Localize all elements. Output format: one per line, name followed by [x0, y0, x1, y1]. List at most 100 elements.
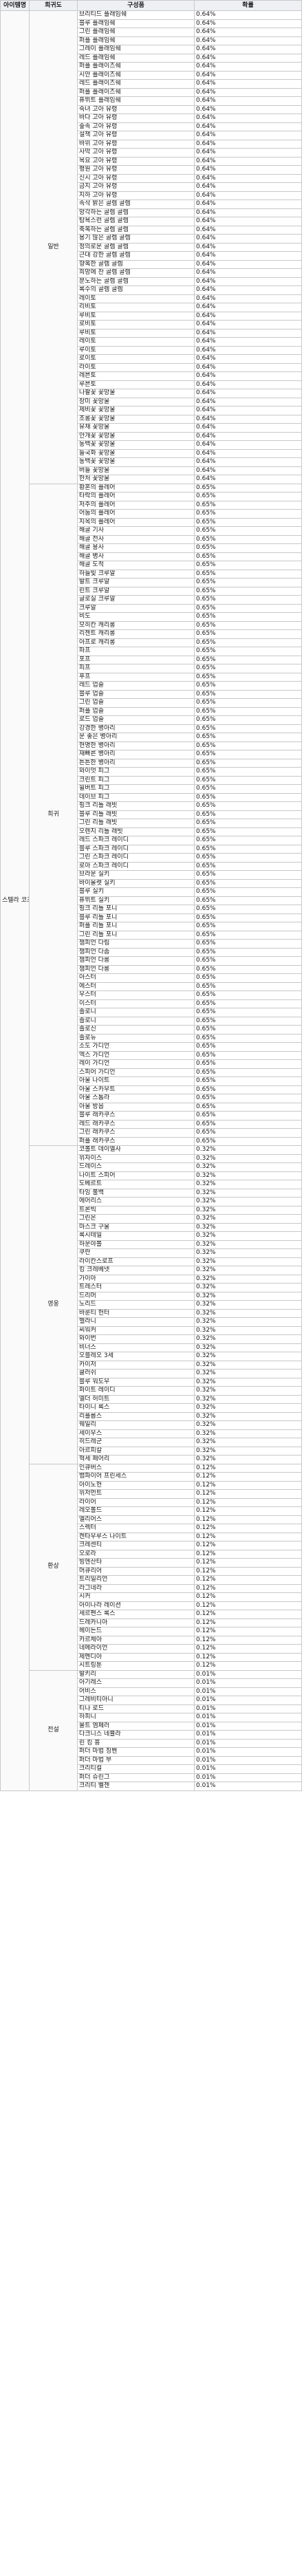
component-name-cell: 퍼플 플래이즈쉐 — [77, 87, 195, 97]
component-name-cell: 레드 플래이즈쉐 — [77, 79, 195, 89]
component-name-cell: 블루 스파크 레이디 — [77, 844, 195, 854]
table-row: 숙녀 고아 유령 0.64% — [1, 105, 302, 114]
table-row: 퍼플 플래이즈쉐 0.64% — [1, 87, 302, 97]
table-row: 재빠른 병아리 0.65% — [1, 750, 302, 759]
probability-cell: 0.32% — [194, 1317, 302, 1327]
component-name-cell: 제멘디아 — [77, 1652, 195, 1662]
component-name-cell: 라이어 — [77, 1497, 195, 1507]
probability-cell: 0.64% — [194, 311, 302, 321]
component-name-cell: 인큐버스 — [77, 1463, 195, 1473]
table-row: 라이어 0.12% — [1, 1497, 302, 1507]
probability-cell: 0.12% — [194, 1635, 302, 1645]
component-name-cell: 들국화 꽃망울 — [77, 448, 195, 458]
component-name-cell: 푸프 — [77, 672, 195, 682]
component-name-cell: 숙녀 고아 유령 — [77, 105, 195, 114]
probability-cell: 0.65% — [194, 603, 302, 613]
component-name-cell: 레드 플래임쉐 — [77, 53, 195, 63]
probability-cell: 0.01% — [194, 1687, 302, 1696]
probability-cell: 0.64% — [194, 371, 302, 381]
probability-cell: 0.65% — [194, 1085, 302, 1094]
table-row: 빙엔산타 0.12% — [1, 1558, 302, 1568]
probability-cell: 0.12% — [194, 1532, 302, 1541]
component-name-cell: 챔피언 다솜 — [77, 947, 195, 957]
table-row: 록수의 골렘 골렘 0.64% — [1, 285, 302, 295]
probability-cell: 0.12% — [194, 1566, 302, 1576]
table-row: 레오볼드 0.12% — [1, 1506, 302, 1516]
probability-cell: 0.65% — [194, 681, 302, 691]
component-name-cell: 퍼플 플래임쉐 — [77, 36, 195, 45]
table-row: 동백꽃 꽃망울 0.64% — [1, 457, 302, 467]
probability-cell: 0.64% — [194, 165, 302, 175]
table-row: 그린온 0.32% — [1, 1214, 302, 1224]
probability-cell: 0.64% — [194, 87, 302, 97]
probability-cell: 0.65% — [194, 836, 302, 845]
probability-cell: 0.64% — [194, 259, 302, 269]
probability-cell: 0.65% — [194, 767, 302, 777]
table-row: 쿠란 0.32% — [1, 1248, 302, 1258]
component-name-cell: 퍼더 마법 징벤 — [77, 1747, 195, 1757]
component-name-cell: 한처 꽃망울 — [77, 475, 195, 484]
probability-cell: 0.65% — [194, 956, 302, 966]
table-row: 스피어 가디언 0.65% — [1, 1068, 302, 1077]
component-name-cell: 조롱꽃 꽃망울 — [77, 414, 195, 424]
component-name-cell: 카르체아 — [77, 1635, 195, 1645]
component-name-cell: 향복한 골렘 골렘 — [77, 259, 195, 269]
component-name-cell: 졸로니 — [77, 1016, 195, 1026]
component-name-cell: 엑스 가디언 — [77, 1050, 195, 1060]
probability-cell: 0.65% — [194, 629, 302, 639]
table-row: 위저먼트 0.12% — [1, 1489, 302, 1499]
component-name-cell: 속삭 밝은 골렘 골렘 — [77, 199, 195, 209]
table-row: 아울 나이트 0.65% — [1, 1076, 302, 1086]
probability-cell: 0.32% — [194, 1248, 302, 1258]
probability-cell: 0.12% — [194, 1661, 302, 1671]
component-name-cell: 드레카니아 — [77, 1618, 195, 1627]
component-name-cell: 오로라 — [77, 1549, 195, 1559]
component-name-cell: 브라운 실키 — [77, 870, 195, 880]
component-name-cell: 세이우스 — [77, 1429, 195, 1438]
probability-cell: 0.64% — [194, 345, 302, 355]
probability-cell: 0.32% — [194, 1343, 302, 1352]
grade-cell: 전설 — [29, 1669, 78, 1791]
component-name-cell: 유채 꽃망울 — [77, 423, 195, 433]
component-name-cell: 퓨뮈트 실키 — [77, 896, 195, 905]
probability-cell: 0.65% — [194, 612, 302, 622]
component-name-cell: 나팔꽃 꽃망울 — [77, 389, 195, 398]
component-name-cell: 크루알 — [77, 603, 195, 613]
component-name-cell: 근대 강한 골렘 골렘 — [77, 251, 195, 261]
table-row: 히드레군 0.32% — [1, 1438, 302, 1447]
component-name-cell: 도베르트 — [77, 1180, 195, 1189]
table-row: 바위 고아 유령 0.64% — [1, 139, 302, 149]
component-name-cell: 네메라이언 — [77, 1644, 195, 1654]
probability-cell: 0.12% — [194, 1549, 302, 1559]
component-name-cell: 졸로신 — [77, 1025, 195, 1035]
table-row: 피프 0.65% — [1, 664, 302, 673]
probability-cell: 0.32% — [194, 1352, 302, 1361]
component-name-cell: 숲속 고아 유령 — [77, 122, 195, 131]
probability-cell: 0.65% — [194, 1008, 302, 1017]
table-row: 레드 스파크 레이디 0.65% — [1, 836, 302, 845]
component-name-cell: 하운야볼 — [77, 1240, 195, 1249]
component-name-cell: 졸로뉴 — [77, 1033, 195, 1043]
probability-cell: 0.32% — [194, 1325, 302, 1335]
table-row: 블루 워도우 0.32% — [1, 1377, 302, 1387]
table-row: 제멘디아 0.12% — [1, 1652, 302, 1662]
component-name-cell: 블루 래카쿠스 — [77, 1111, 195, 1121]
component-name-cell: 시트링툰 — [77, 1661, 195, 1671]
probability-cell: 0.64% — [194, 354, 302, 364]
table-row: 어둠의 플레어 0.65% — [1, 509, 302, 519]
probability-cell: 0.64% — [194, 414, 302, 424]
probability-cell: 0.64% — [194, 380, 302, 389]
probability-cell: 0.64% — [194, 96, 302, 106]
table-row: 아스터 0.65% — [1, 973, 302, 983]
component-name-cell: 아스터 — [77, 973, 195, 983]
table-row: 타이니 록스 0.32% — [1, 1403, 302, 1413]
probability-cell: 0.12% — [194, 1652, 302, 1662]
component-name-cell: 노리드 — [77, 1300, 195, 1310]
table-row: 신시 고아 유령 0.64% — [1, 173, 302, 183]
probability-cell: 0.32% — [194, 1308, 302, 1318]
table-row: 네메라이언 0.12% — [1, 1644, 302, 1654]
probability-cell: 0.64% — [194, 328, 302, 338]
probability-cell: 0.64% — [194, 285, 302, 295]
probability-cell: 0.65% — [194, 647, 302, 656]
probability-cell: 0.65% — [194, 595, 302, 605]
